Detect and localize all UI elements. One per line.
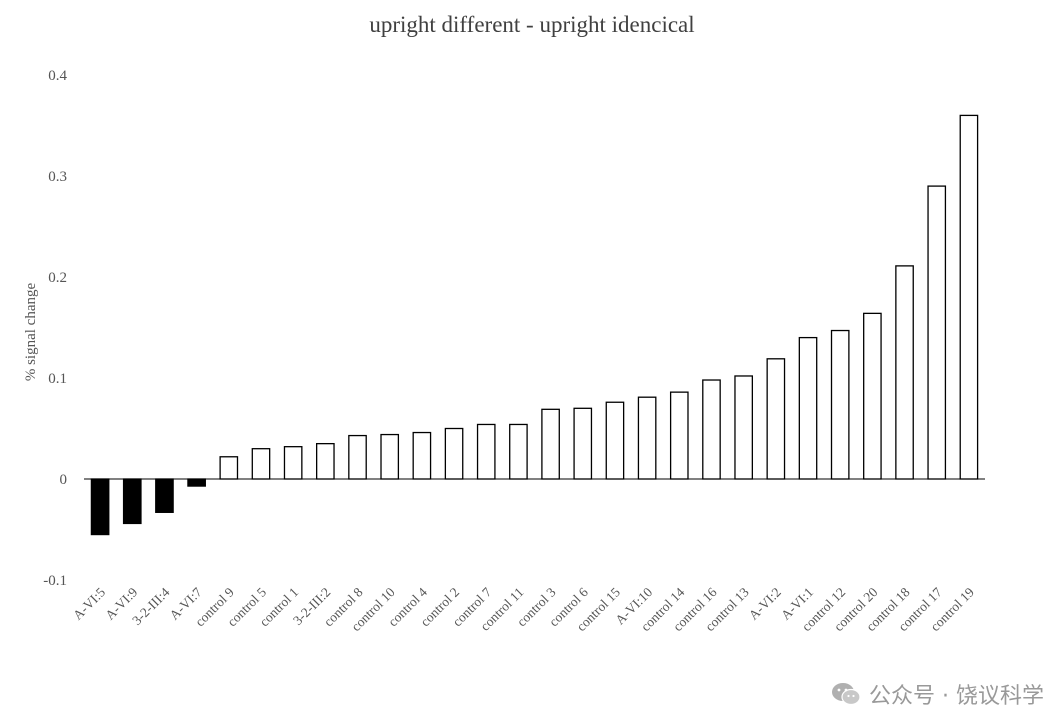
x-tick-label: A-VI:2 (746, 585, 784, 623)
y-axis-ticks: -0.1 0 0.1 0.2 0.3 0.4 (43, 68, 67, 589)
bar (895, 265, 914, 480)
bar (187, 478, 206, 487)
wechat-icon (832, 683, 861, 706)
bar (444, 427, 464, 480)
bar (669, 391, 689, 480)
y-tick-label: 0 (60, 472, 68, 488)
bar (283, 446, 303, 480)
y-tick-label: 0.4 (48, 68, 67, 84)
bar (251, 448, 271, 480)
bar (122, 478, 142, 525)
watermark: 公众号 · 饶议科学 (831, 678, 1044, 710)
bar (798, 336, 818, 480)
y-tick-label: 0.2 (48, 270, 67, 286)
bar (830, 329, 850, 480)
bar (155, 478, 174, 513)
bar (380, 433, 400, 480)
bar (637, 396, 657, 480)
watermark-text: 公众号 · 饶议科学 (869, 684, 1044, 709)
bar (573, 407, 593, 480)
bar (476, 423, 496, 480)
bar (316, 442, 335, 480)
bar (90, 478, 110, 536)
x-tick-label: A-VI:5 (70, 584, 108, 622)
bar (702, 379, 721, 480)
bar (541, 408, 560, 480)
chart-title: upright different - upright idencical (369, 12, 694, 37)
bar (509, 423, 528, 480)
bar (219, 456, 239, 480)
bar (605, 401, 625, 480)
bar (927, 185, 947, 480)
bar (734, 375, 753, 480)
bar (412, 431, 432, 480)
bar (348, 434, 367, 480)
y-axis-label: % signal change (23, 283, 39, 382)
bar (863, 312, 882, 480)
y-tick-label: -0.1 (43, 573, 67, 589)
y-tick-label: 0.3 (48, 169, 67, 185)
y-tick-label: 0.1 (48, 371, 67, 387)
bar (766, 358, 786, 480)
bar (959, 114, 979, 480)
bars-group (90, 114, 979, 536)
